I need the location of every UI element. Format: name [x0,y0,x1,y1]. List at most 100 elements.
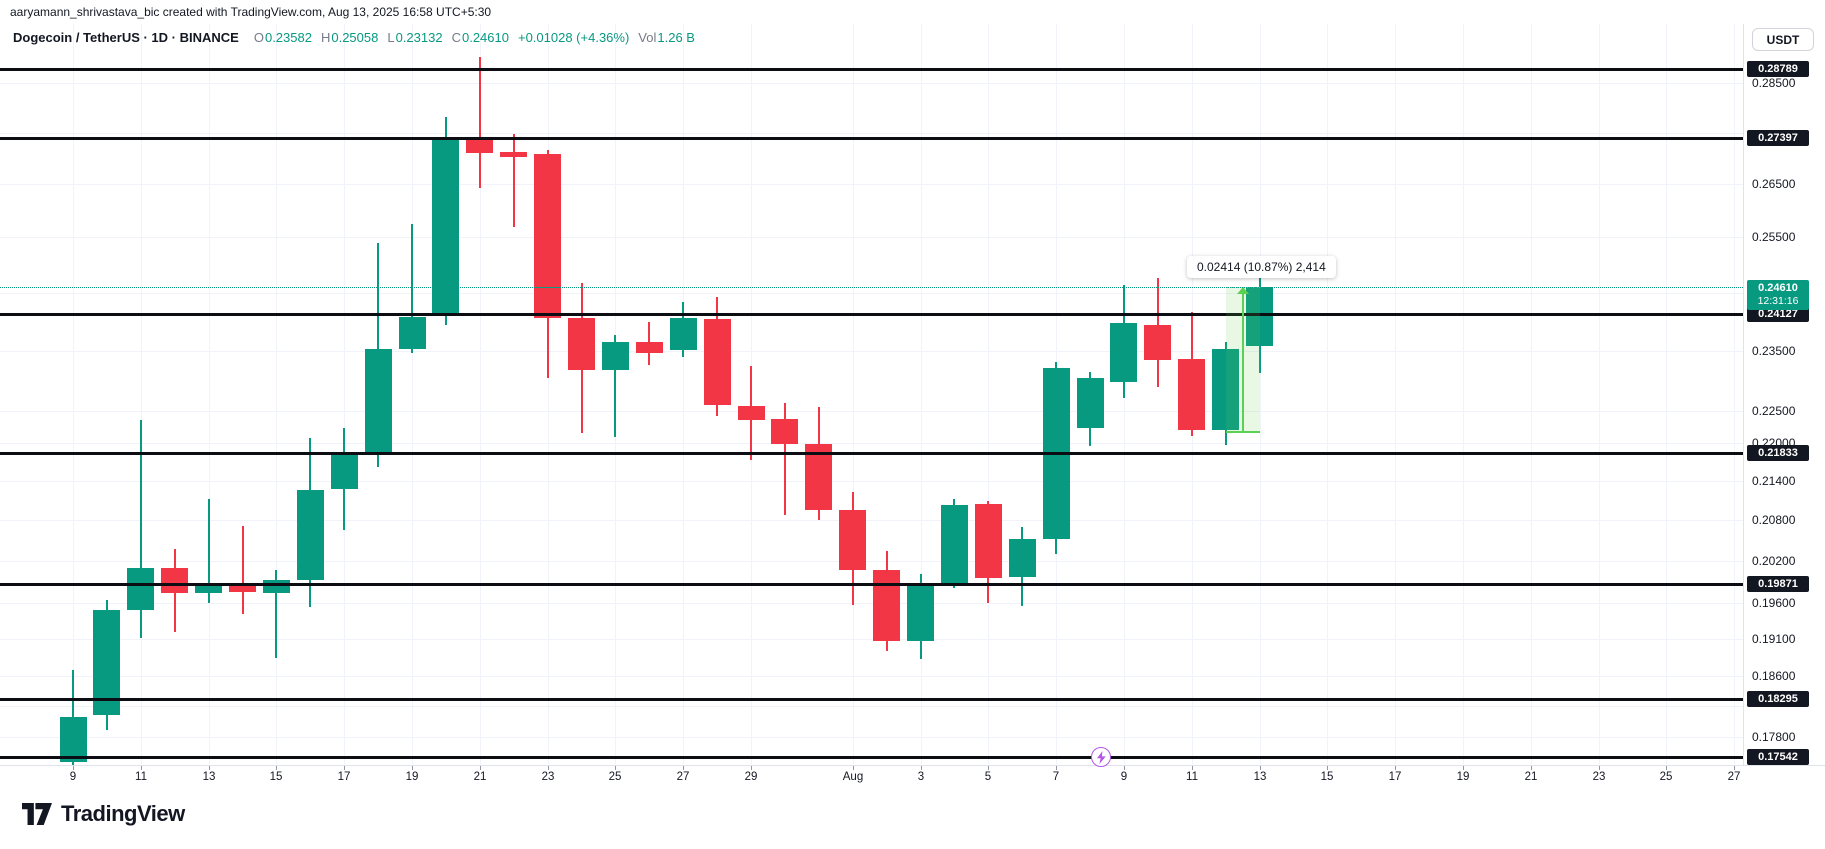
candle[interactable] [263,580,290,593]
candle-wick [513,134,515,227]
price-level-line[interactable] [0,137,1743,140]
measure-arrow-head [1237,287,1249,294]
candle[interactable] [738,406,765,420]
candle[interactable] [636,342,663,353]
ohlc-close: C 0.24610 [451,29,509,45]
candle[interactable] [60,717,87,762]
horizontal-gridline [0,443,1743,444]
candle[interactable] [1077,378,1104,428]
currency-toggle-button[interactable]: USDT [1752,28,1814,51]
vertical-gridline [209,24,210,765]
time-tick-mark [853,766,854,770]
time-axis[interactable]: 9 11 13 15 17 19 21 23 25 27 29 Aug 3 5 7 9 11 13 15 17 19 21… [0,766,1743,792]
candle[interactable] [873,570,900,641]
price-level-label[interactable]: 0.21833 [1747,445,1809,461]
time-axis-label: 15 [269,771,283,783]
vertical-gridline [921,24,922,765]
time-axis-label: 19 [1456,771,1470,783]
time-axis-label: 27 [676,771,690,783]
price-change: +0.01028 (+4.36%) [517,29,630,45]
current-price-label[interactable]: 0.24610 12:31:16 [1747,280,1809,310]
price-level-label[interactable]: 0.28789 [1747,61,1809,77]
time-axis-label: 9 [69,771,77,783]
candle[interactable] [297,490,324,580]
candle[interactable] [975,504,1002,578]
time-axis-label: 11 [135,771,147,783]
price-level-label[interactable]: 0.19871 [1747,576,1809,592]
price-level-line[interactable] [0,68,1743,71]
symbol-info-bar[interactable]: Dogecoin / TetherUS · 1D · BINANCE O 0.2… [13,27,695,47]
price-axis[interactable]: 0.28500 0.26500 0.25500 0.23500 0.22500 0.220… [1744,24,1825,765]
price-level-label[interactable]: 0.24127 [1747,306,1809,322]
price-tick-label: 0.20200 [1752,554,1796,568]
price-level-line[interactable] [0,698,1743,701]
candle[interactable] [161,568,188,593]
candle[interactable] [1144,325,1171,360]
candle[interactable] [670,318,697,350]
price-level-label[interactable]: 0.17542 [1747,749,1809,765]
candle[interactable] [704,319,731,405]
lightning-icon[interactable] [1091,747,1111,767]
candle[interactable] [1178,359,1205,430]
candle[interactable] [941,505,968,585]
candle[interactable] [365,349,392,455]
time-tick-mark [344,766,345,770]
candle[interactable] [195,584,222,593]
candle[interactable] [602,342,629,370]
vertical-gridline [1666,24,1667,765]
candle[interactable] [805,444,832,510]
price-level-line[interactable] [0,313,1743,316]
candle[interactable] [907,585,934,641]
time-axis-label: 29 [744,771,758,783]
current-price-line [0,287,1743,288]
time-tick-mark [1463,766,1464,770]
price-level-label[interactable]: 0.27397 [1747,130,1809,146]
time-axis-label: 11 [1186,771,1198,783]
time-tick-mark [209,766,210,770]
horizontal-gridline [0,237,1743,238]
horizontal-gridline [0,737,1743,738]
candle[interactable] [1110,323,1137,382]
candle[interactable] [432,138,459,315]
measure-range-box[interactable] [1226,287,1260,433]
candle[interactable] [466,138,493,153]
candle[interactable] [93,610,120,715]
chart-plot-area[interactable] [0,24,1743,765]
candle[interactable] [331,454,358,489]
candle[interactable] [568,318,595,370]
time-tick-mark [1192,766,1193,770]
time-axis-label: 21 [1524,771,1538,783]
vertical-gridline [683,24,684,765]
vertical-gridline [988,24,989,765]
candle[interactable] [1009,539,1036,577]
price-level-line[interactable] [0,452,1743,455]
horizontal-gridline [0,639,1743,640]
candle[interactable] [1246,287,1273,346]
candle[interactable] [127,568,154,610]
candle[interactable] [1212,349,1239,430]
price-level-label[interactable]: 0.18295 [1747,691,1809,707]
price-level-line[interactable] [0,756,1743,759]
price-level-line[interactable] [0,583,1743,586]
price-tick-label: 0.22500 [1752,404,1796,418]
candle[interactable] [534,154,561,318]
time-tick-mark [1124,766,1125,770]
candle[interactable] [229,584,256,592]
volume: Vol 1.26 B [638,29,695,45]
candle[interactable] [839,510,866,570]
time-axis-label: 5 [984,771,992,783]
horizontal-gridline [0,603,1743,604]
candle[interactable] [500,152,527,157]
horizontal-gridline [0,133,1743,134]
horizontal-gridline [0,561,1743,562]
time-axis-divider [0,765,1825,766]
vertical-gridline [73,24,74,765]
time-tick-mark [1395,766,1396,770]
tradingview-logo[interactable]: TradingView [22,801,185,827]
vertical-gridline [480,24,481,765]
horizontal-gridline [0,520,1743,521]
candle[interactable] [771,419,798,444]
time-tick-mark [615,766,616,770]
symbol-title[interactable]: Dogecoin / TetherUS · 1D · BINANCE [13,29,239,45]
candle[interactable] [399,317,426,349]
